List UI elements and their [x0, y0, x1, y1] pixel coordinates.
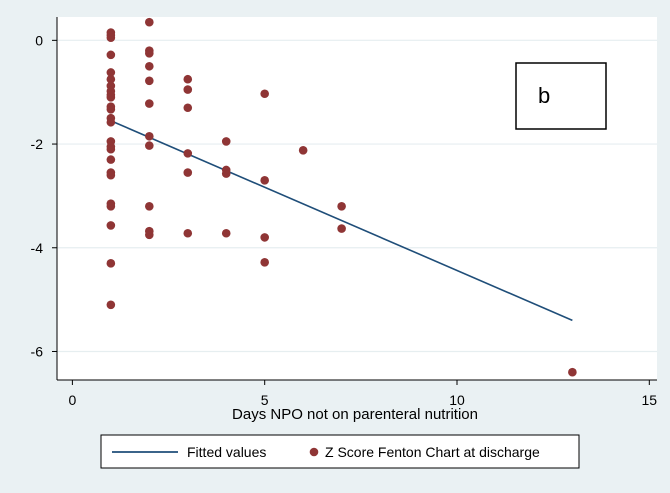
data-point: [183, 149, 193, 158]
data-point: [145, 76, 154, 86]
data-point: [145, 131, 154, 141]
data-point: [106, 68, 116, 77]
data-point: [260, 233, 269, 242]
data-point: [106, 50, 116, 60]
x-tick-label: 15: [642, 392, 658, 408]
data-point: [221, 137, 231, 146]
data-point: [106, 221, 116, 230]
legend: Fitted values Z Score Fenton Chart at di…: [100, 434, 580, 469]
data-point: [145, 99, 154, 108]
data-point: [337, 224, 346, 233]
data-point: [106, 144, 116, 154]
legend-scatter-marker: [309, 447, 319, 457]
data-point: [106, 93, 116, 102]
x-tick-label: 0: [68, 392, 76, 408]
data-point: [183, 168, 193, 177]
y-tick-label: -4: [31, 240, 44, 256]
data-point: [260, 257, 269, 267]
y-tick-label: -2: [31, 136, 44, 152]
data-point: [106, 74, 116, 84]
panel-label: b: [538, 83, 550, 108]
data-point: [183, 103, 193, 113]
data-point: [106, 170, 116, 180]
data-point: [183, 85, 193, 94]
scatter-points-layer: [106, 17, 577, 377]
y-tick-label: 0: [35, 32, 43, 48]
data-point: [298, 145, 308, 155]
data-point: [145, 61, 154, 71]
data-point: [183, 228, 193, 238]
data-point: [106, 201, 116, 211]
data-point: [221, 169, 231, 178]
axes: 0 -2 -4 -6 0 5 10 15: [31, 17, 658, 408]
x-tick-label: 10: [449, 392, 465, 408]
data-point: [183, 74, 193, 84]
data-point: [106, 155, 116, 164]
data-point: [106, 259, 116, 268]
y-tick-label: -6: [31, 343, 44, 359]
x-axis-title: Days NPO not on parenteral nutrition: [232, 406, 478, 423]
data-point: [145, 201, 154, 211]
data-point: [106, 300, 116, 310]
data-point: [260, 176, 269, 185]
data-point: [568, 367, 577, 377]
legend-fitted-values-label: Fitted values: [187, 444, 266, 460]
legend-box: [100, 434, 580, 469]
data-point: [145, 17, 154, 27]
x-tick-label: 5: [261, 392, 269, 408]
data-point: [337, 201, 346, 211]
panel-label-box: [515, 62, 607, 130]
data-point: [106, 117, 116, 127]
data-point: [145, 141, 154, 150]
data-point: [106, 33, 116, 43]
data-point: [221, 228, 231, 238]
legend-zscore-label: Z Score Fenton Chart at discharge: [325, 444, 540, 460]
data-point: [145, 49, 154, 58]
gridlines: [57, 39, 657, 353]
data-point: [260, 89, 269, 99]
data-point: [106, 105, 116, 114]
data-point: [145, 230, 154, 240]
